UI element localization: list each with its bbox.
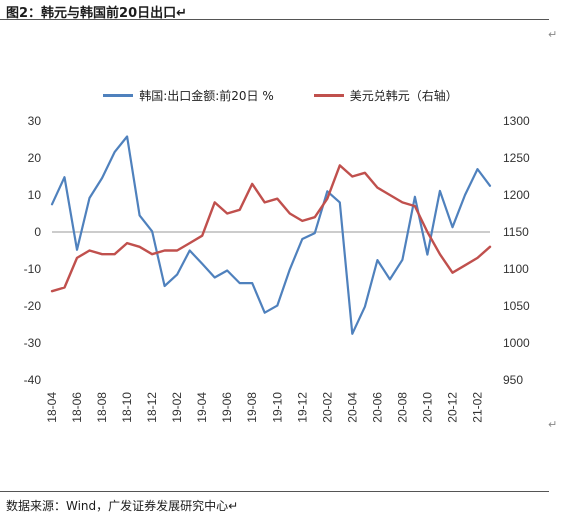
- x-axis-tick-label: 18-10: [120, 392, 134, 423]
- x-axis-tick-label: 20-10: [420, 392, 434, 423]
- series-line-korea-exports: [50, 135, 492, 335]
- title-divider: [0, 19, 549, 20]
- left-axis-tick-label: 20: [28, 151, 42, 165]
- x-axis-tick-label: 18-06: [70, 392, 84, 423]
- x-axis-tick-label: 19-10: [270, 392, 284, 423]
- right-axis-tick-label: 950: [503, 373, 523, 387]
- legend-label-usdkrw: 美元兑韩元（右轴）: [349, 89, 458, 103]
- x-axis-tick-label: 20-12: [445, 392, 459, 423]
- left-axis-tick-label: -30: [24, 336, 42, 350]
- right-axis-tick-label: 1250: [503, 151, 530, 165]
- right-axis-tick-label: 1000: [503, 336, 530, 350]
- right-axis-tick-label: 1150: [503, 225, 529, 239]
- right-axis-tick-label: 1100: [503, 262, 529, 276]
- x-axis-tick-label: 19-06: [220, 392, 234, 423]
- x-axis-tick-label: 18-12: [145, 392, 159, 423]
- return-mark-bottom: ↵: [548, 418, 558, 431]
- x-axis-tick-label: 19-02: [170, 392, 184, 423]
- x-axis-tick-label: 21-02: [470, 392, 484, 423]
- source-divider: [0, 491, 549, 492]
- legend-item-usdkrw: 美元兑韩元（右轴）: [313, 87, 458, 104]
- x-axis-tick-label: 19-04: [195, 392, 209, 423]
- return-mark-top: ↵: [548, 28, 558, 41]
- left-axis-tick-label: -20: [24, 299, 42, 313]
- series-line-usd-krw: [50, 164, 492, 293]
- legend-swatch-usdkrw: [313, 94, 344, 97]
- right-axis-tick-label: 1300: [503, 114, 530, 128]
- left-axis-tick-label: -40: [24, 373, 42, 387]
- x-axis-tick-label: 20-04: [345, 392, 359, 423]
- legend-swatch-exports: [103, 94, 134, 97]
- data-source-note: 数据来源：Wind，广发证券发展研究中心↵: [6, 499, 239, 513]
- left-axis-tick-label: 10: [28, 188, 42, 202]
- x-axis-tick-label: 20-06: [370, 392, 384, 423]
- left-axis-tick-label: -10: [24, 262, 42, 276]
- x-axis-tick-label: 19-08: [245, 392, 259, 423]
- right-axis-tick-label: 1200: [503, 188, 530, 202]
- chart-legend: 韩国:出口金额:前20日 % 美元兑韩元（右轴）: [0, 87, 561, 104]
- x-axis-tick-label: 19-12: [295, 392, 309, 423]
- legend-label-exports: 韩国:出口金额:前20日 %: [139, 89, 274, 103]
- x-axis-tick-label: 20-08: [395, 392, 409, 423]
- x-axis-tick-label: 20-02: [320, 392, 334, 423]
- left-axis-tick-label: 0: [34, 225, 41, 239]
- figure-title: 图2：韩元与韩国前20日出口↵: [6, 6, 188, 21]
- legend-item-exports: 韩国:出口金额:前20日 %: [103, 87, 274, 104]
- left-axis-tick-label: 30: [28, 114, 42, 128]
- x-axis-tick-label: 18-04: [45, 392, 59, 423]
- right-axis-tick-label: 1050: [503, 299, 530, 313]
- x-axis-tick-label: 18-08: [95, 392, 109, 423]
